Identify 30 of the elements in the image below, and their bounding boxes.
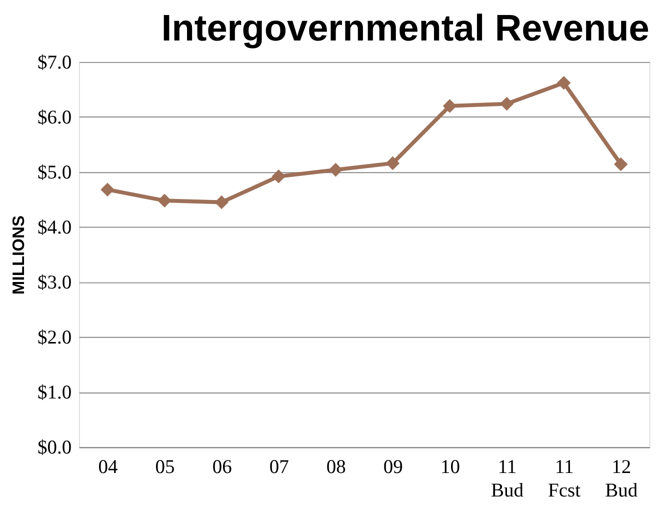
- x-tick-label: 04: [98, 456, 118, 478]
- x-tick-label: 09: [383, 456, 403, 478]
- x-tick-label: 06: [212, 456, 232, 478]
- y-tick-label: $6.0: [38, 107, 72, 128]
- x-tick-label: 07: [269, 456, 290, 478]
- point: [214, 195, 228, 210]
- y-tick-label: $4.0: [38, 217, 72, 238]
- y-tick-label: $3.0: [38, 272, 72, 294]
- y-axis-title: MILLIONS: [8, 215, 28, 295]
- y-tick-label: $0.0: [38, 437, 72, 458]
- y-tick-label: $7.0: [38, 52, 72, 74]
- x-tick-label: 11 Fcst: [548, 456, 582, 502]
- x-tick-label: 08: [326, 456, 346, 478]
- y-tick-label: $2.0: [38, 327, 72, 348]
- y-tick-label: $5.0: [38, 162, 72, 184]
- point: [328, 162, 343, 177]
- point: [158, 194, 172, 208]
- point: [272, 170, 286, 184]
- point: [442, 99, 457, 113]
- x-tick-label: 11 Bud: [491, 456, 524, 502]
- point: [614, 157, 628, 172]
- x-tick-label: 10: [440, 456, 460, 478]
- point: [500, 96, 514, 111]
- point: [100, 182, 114, 196]
- point: [556, 76, 571, 90]
- chart-title: Intergovernmental Revenue: [161, 6, 650, 49]
- x-tick-label: 05: [155, 456, 175, 478]
- point: [386, 156, 400, 170]
- x-tick-label: 12 Bud: [605, 456, 638, 502]
- y-tick-label: $1.0: [38, 382, 72, 404]
